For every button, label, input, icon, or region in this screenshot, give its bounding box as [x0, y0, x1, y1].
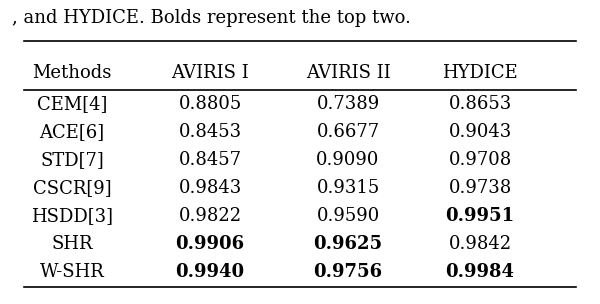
Text: 0.9590: 0.9590	[316, 207, 380, 225]
Text: 0.8453: 0.8453	[178, 123, 242, 141]
Text: 0.7389: 0.7389	[316, 95, 380, 113]
Text: 0.9842: 0.9842	[448, 235, 512, 253]
Text: 0.9315: 0.9315	[316, 179, 380, 197]
Text: 0.9625: 0.9625	[313, 235, 383, 253]
Text: 0.9756: 0.9756	[313, 263, 383, 281]
Text: SHR: SHR	[51, 235, 93, 253]
Text: W-SHR: W-SHR	[40, 263, 104, 281]
Text: 0.8457: 0.8457	[179, 151, 241, 169]
Text: 0.9906: 0.9906	[175, 235, 245, 253]
Text: 0.9951: 0.9951	[445, 207, 515, 225]
Text: 0.8805: 0.8805	[178, 95, 242, 113]
Text: 0.9738: 0.9738	[448, 179, 512, 197]
Text: 0.8653: 0.8653	[448, 95, 512, 113]
Text: AVIRIS II: AVIRIS II	[305, 64, 391, 82]
Text: HYDICE: HYDICE	[442, 64, 518, 82]
Text: CSCR[9]: CSCR[9]	[32, 179, 112, 197]
Text: 0.9090: 0.9090	[316, 151, 380, 169]
Text: CEM[4]: CEM[4]	[37, 95, 107, 113]
Text: 0.9822: 0.9822	[178, 207, 242, 225]
Text: 0.9708: 0.9708	[448, 151, 512, 169]
Text: STD[7]: STD[7]	[40, 151, 104, 169]
Text: ACE[6]: ACE[6]	[40, 123, 104, 141]
Text: AVIRIS I: AVIRIS I	[171, 64, 249, 82]
Text: 0.9984: 0.9984	[445, 263, 515, 281]
Text: 0.9043: 0.9043	[448, 123, 512, 141]
Text: Methods: Methods	[32, 64, 112, 82]
Text: 0.9843: 0.9843	[178, 179, 242, 197]
Text: 0.6677: 0.6677	[316, 123, 380, 141]
Text: HSDD[3]: HSDD[3]	[31, 207, 113, 225]
Text: , and HYDICE. Bolds represent the top two.: , and HYDICE. Bolds represent the top tw…	[12, 9, 411, 27]
Text: 0.9940: 0.9940	[175, 263, 245, 281]
